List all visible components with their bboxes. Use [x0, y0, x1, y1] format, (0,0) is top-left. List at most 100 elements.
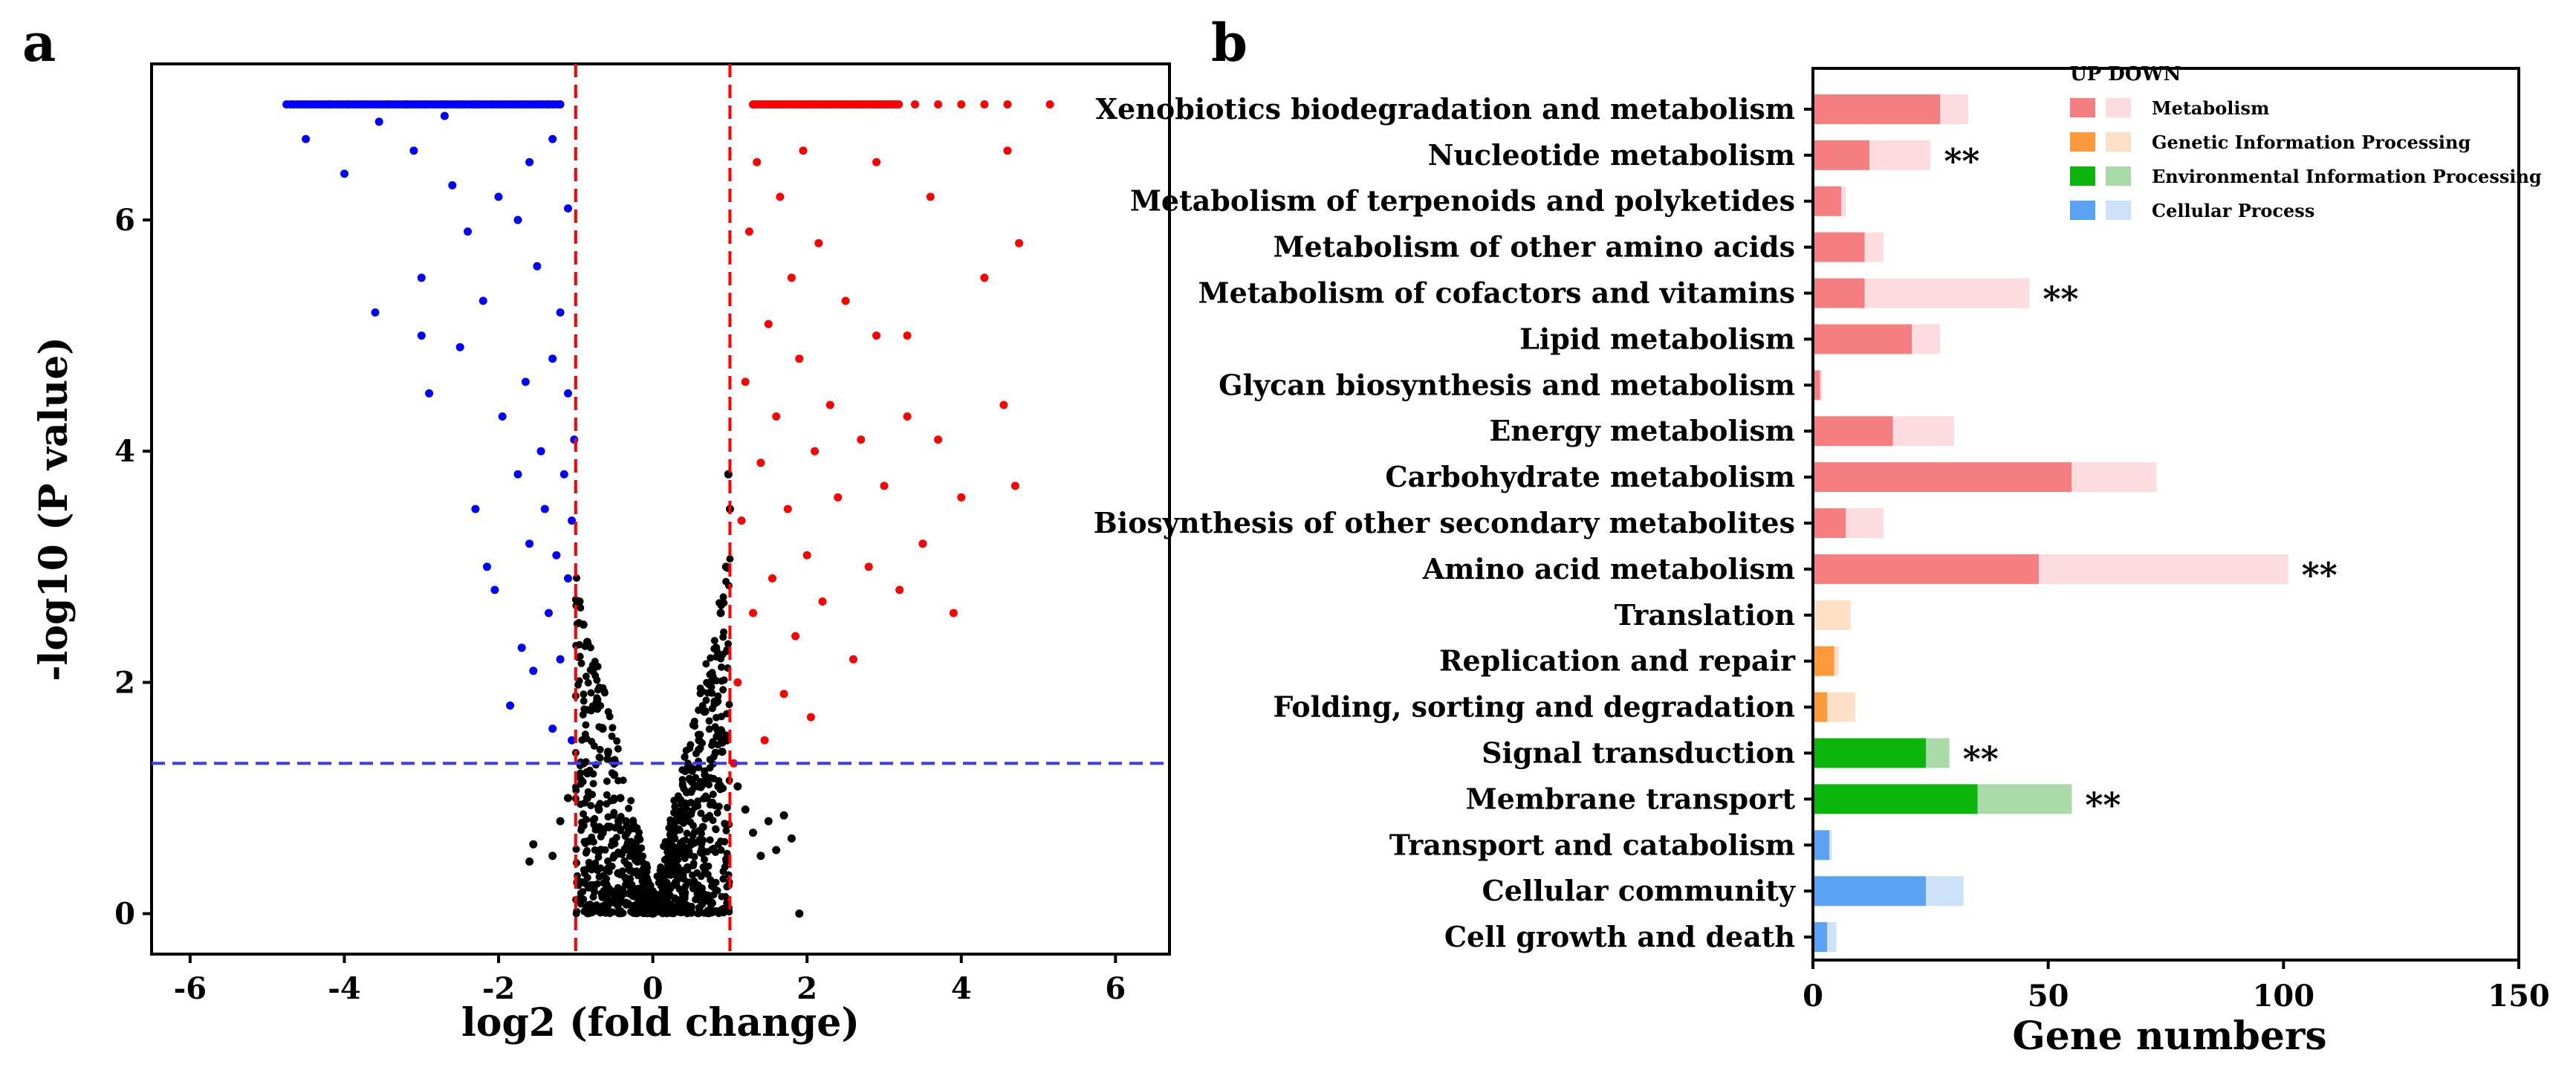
scatter-point — [464, 227, 472, 236]
scatter-point — [552, 551, 561, 560]
scatter-point — [670, 834, 679, 843]
bar-down — [1846, 508, 1884, 538]
ns-point — [721, 855, 730, 863]
x-tick-label: 0 — [643, 971, 664, 1006]
scatter-point — [559, 470, 568, 479]
bar-down — [1827, 922, 1837, 953]
ns-point — [583, 770, 591, 778]
ns-point — [718, 908, 727, 916]
scatter-point — [741, 805, 750, 814]
ns-point — [698, 829, 705, 837]
scatter-point — [610, 852, 619, 860]
volcano-y-ticks: 0 2 4 6 — [114, 203, 152, 932]
scatter-point — [733, 678, 742, 687]
scatter-point — [864, 563, 873, 571]
volcano-plot: a -6 -4 -2 0 2 4 6 0 2 4 6 log2 (fold change) -lo… — [22, 12, 1171, 1046]
ns-point — [589, 838, 597, 846]
category-label: Transport and catabolism — [1389, 828, 1795, 861]
threshold-lines — [152, 64, 1169, 954]
scatter-point — [707, 678, 715, 687]
scatter-point — [1003, 146, 1012, 155]
scatter-point — [918, 539, 927, 548]
scatter-point — [787, 273, 796, 282]
pathway-bars: ** ** ** ** ** — [1813, 94, 2337, 953]
ns-point — [672, 826, 681, 834]
scatter-point — [633, 858, 642, 866]
scatter-point — [621, 817, 630, 826]
bar-down — [1912, 324, 1940, 354]
ns-point — [689, 721, 697, 729]
scatter-point — [749, 829, 757, 837]
scatter-point — [756, 458, 765, 467]
ns-point — [701, 855, 708, 863]
scatter-point — [579, 759, 588, 768]
category-label: Xenobiotics biodegradation and metabolis… — [1096, 92, 1795, 126]
bar-down — [1869, 140, 1931, 170]
scatter-point — [417, 273, 426, 282]
ns-point — [634, 906, 642, 913]
scatter-point — [603, 748, 612, 756]
ns-point — [681, 855, 689, 863]
ns-point — [687, 818, 694, 826]
category-label: Signal transduction — [1482, 736, 1795, 769]
scatter-point — [787, 834, 796, 843]
scatter-point — [695, 736, 704, 745]
scatter-point — [302, 134, 311, 143]
scatter-point — [513, 215, 522, 224]
ns-point — [646, 891, 654, 899]
ns-point — [595, 753, 603, 762]
scatter-point — [548, 852, 557, 860]
ns-point — [706, 670, 714, 678]
ns-point — [670, 797, 678, 805]
ns-point — [617, 910, 625, 918]
scatter-point — [616, 794, 625, 803]
ns-point — [624, 827, 632, 835]
ns-point — [588, 908, 597, 916]
scatter-point — [849, 655, 857, 664]
ns-point — [586, 900, 594, 908]
scatter-point — [698, 823, 707, 832]
bar-x-axis-label: Gene numbers — [2012, 1014, 2326, 1059]
scatter-point — [627, 837, 636, 846]
legend-swatch-up — [2070, 98, 2095, 117]
scatter-point — [783, 505, 792, 513]
scatter-point — [895, 100, 903, 108]
scatter-point — [772, 846, 781, 855]
scatter-point — [683, 863, 692, 872]
scatter-point — [806, 713, 815, 722]
scatter-point — [764, 320, 773, 328]
ns-point — [718, 663, 725, 671]
bar-down — [1926, 738, 1950, 768]
ns-point — [577, 604, 585, 612]
category-label: Biosynthesis of other secondary metaboli… — [1094, 506, 1795, 539]
ns-point — [662, 841, 670, 849]
x-tick-label: 2 — [797, 971, 817, 1006]
ns-point — [627, 797, 635, 805]
ns-point — [718, 892, 726, 901]
ns-point — [678, 886, 687, 894]
scatter-point — [626, 875, 634, 884]
scatter-point — [957, 100, 966, 108]
scatter-point — [575, 597, 584, 606]
scatter-point — [779, 811, 788, 820]
x-tick-label: 0 — [1803, 979, 1823, 1014]
scatter-point — [934, 435, 943, 444]
ns-point — [578, 823, 585, 832]
scatter-point — [926, 192, 935, 201]
scatter-point — [682, 788, 691, 797]
scatter-point — [911, 100, 919, 108]
scatter-point — [730, 759, 739, 768]
ns-point — [710, 637, 718, 645]
ns-point — [696, 744, 704, 752]
ns-point — [713, 809, 721, 817]
legend-label: Environmental Information Processing — [2152, 166, 2542, 187]
scatter-point — [564, 794, 572, 803]
ns-point — [664, 848, 672, 856]
scatter-point — [554, 100, 563, 108]
legend-swatch-down — [2106, 166, 2131, 186]
ns-point — [599, 684, 607, 692]
ns-point — [606, 897, 614, 905]
bar-up — [1813, 140, 1869, 170]
bar-up — [1813, 784, 1978, 814]
ns-point — [586, 644, 594, 652]
